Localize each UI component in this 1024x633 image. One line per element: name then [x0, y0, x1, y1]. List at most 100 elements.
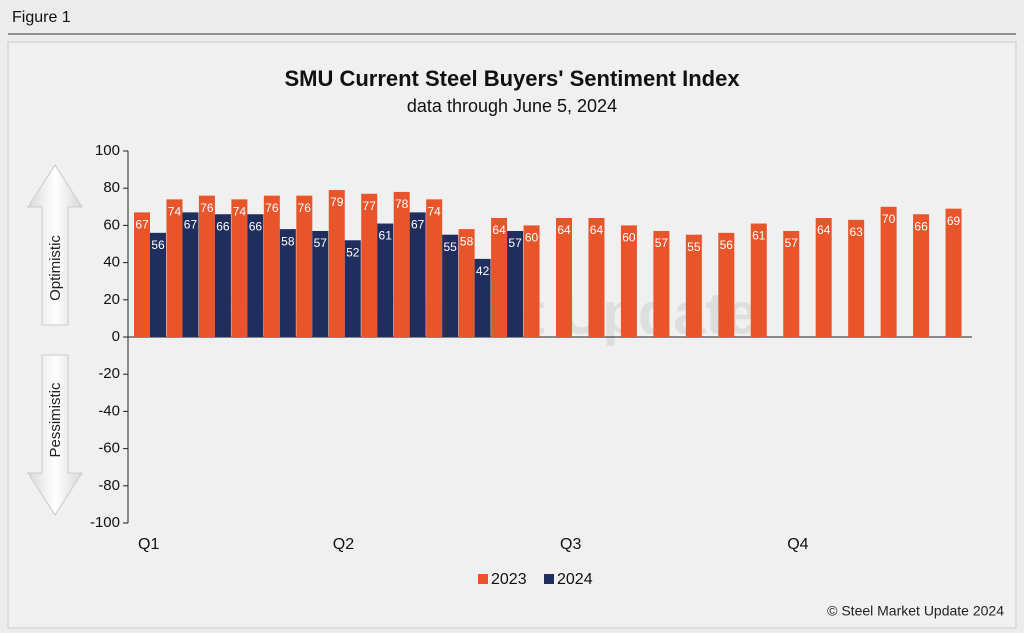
chart-subtitle: data through June 5, 2024 [407, 96, 617, 116]
legend-label: 2024 [557, 571, 593, 588]
y-tick-label: 60 [103, 216, 120, 233]
value-label: 56 [720, 238, 734, 252]
value-label: 77 [363, 199, 377, 213]
bar [361, 193, 378, 337]
value-label: 58 [281, 234, 295, 248]
bar [344, 240, 361, 337]
y-tick-label: -100 [90, 514, 120, 531]
value-label: 70 [882, 212, 896, 226]
bar [880, 206, 897, 337]
x-tick-label: Q2 [333, 536, 354, 553]
value-label: 66 [216, 219, 230, 233]
value-label: 63 [849, 225, 863, 239]
value-label: 69 [947, 214, 961, 228]
value-label: 57 [785, 236, 799, 250]
bar [945, 208, 962, 337]
bar [166, 199, 183, 337]
bar [263, 195, 280, 337]
source: © Steel Market Update 2024 [827, 603, 1004, 619]
value-label: 61 [379, 229, 393, 243]
bar [523, 225, 540, 337]
y-tick-label: -20 [98, 365, 120, 382]
bar [848, 219, 865, 337]
bar [182, 212, 199, 337]
bar [409, 212, 426, 337]
value-label: 67 [184, 218, 198, 232]
value-label: 76 [298, 201, 312, 215]
y-tick-label: -40 [98, 402, 120, 419]
legend-swatch [544, 574, 554, 584]
value-label: 42 [476, 264, 490, 278]
y-tick-label: 0 [112, 328, 120, 345]
value-label: 58 [460, 234, 474, 248]
figure-label: Figure 1 [12, 9, 71, 26]
value-label: 66 [249, 219, 263, 233]
value-label: 61 [752, 229, 766, 243]
value-label: 78 [395, 197, 409, 211]
value-label: 76 [265, 201, 279, 215]
value-label: 67 [411, 218, 425, 232]
value-label: 60 [622, 231, 636, 245]
value-label: 64 [557, 223, 571, 237]
bar [491, 217, 508, 337]
bar [377, 223, 394, 337]
bar [312, 230, 329, 337]
bar [556, 217, 572, 337]
pessimistic-label: Pessimistic [47, 382, 64, 458]
bar [783, 230, 800, 337]
y-tick-label: -80 [98, 477, 120, 494]
value-label: 74 [427, 205, 441, 219]
value-label: 64 [492, 223, 506, 237]
value-label: 52 [346, 245, 360, 259]
value-label: 74 [168, 205, 182, 219]
bar [393, 191, 410, 337]
bar [815, 217, 832, 337]
optimistic-label: Optimistic [47, 235, 64, 301]
y-tick-label: 40 [103, 254, 120, 271]
bar [279, 229, 296, 337]
bar [231, 199, 248, 337]
bar [620, 225, 637, 337]
value-label: 76 [200, 201, 214, 215]
value-label: 64 [817, 223, 831, 237]
legend-label: 2023 [491, 571, 527, 588]
bar [198, 195, 215, 337]
legend-swatch [478, 574, 488, 584]
x-tick-label: Q3 [560, 536, 581, 553]
y-tick-label: 80 [103, 179, 120, 196]
value-label: 57 [508, 236, 522, 250]
bar [474, 258, 491, 337]
bar [328, 190, 345, 337]
bar [426, 199, 443, 337]
up-arrow [27, 164, 83, 326]
value-label: 64 [590, 223, 604, 237]
value-label: 55 [687, 240, 701, 254]
bar [442, 234, 459, 337]
value-label: 66 [914, 219, 928, 233]
bar [653, 230, 670, 337]
y-tick-label: 100 [95, 142, 120, 159]
value-label: 56 [151, 238, 165, 252]
value-label: 79 [330, 195, 344, 209]
y-tick-label: 20 [103, 291, 120, 308]
bar [913, 214, 930, 337]
x-tick-label: Q4 [787, 536, 808, 553]
bar [507, 230, 524, 337]
bar [458, 229, 475, 337]
value-label: 55 [443, 240, 457, 254]
bar [685, 234, 702, 337]
bar [247, 214, 264, 337]
value-label: 57 [655, 236, 669, 250]
bar [150, 232, 166, 337]
x-tick-label: Q1 [138, 536, 159, 553]
bar [588, 217, 605, 337]
value-label: 67 [135, 218, 149, 232]
bar [296, 195, 313, 337]
value-label: 57 [314, 236, 328, 250]
bar [718, 232, 735, 337]
value-label: 74 [233, 205, 247, 219]
chart-title: SMU Current Steel Buyers' Sentiment Inde… [284, 66, 740, 91]
y-tick-label: -60 [98, 440, 120, 457]
